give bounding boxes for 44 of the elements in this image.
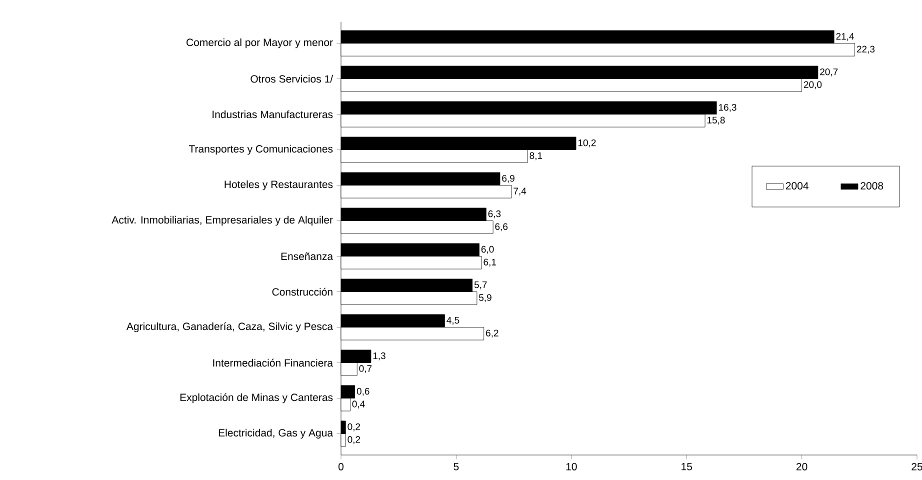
y-tick-label: Industrias Manufactureras bbox=[212, 110, 333, 118]
x-tick-label: 15 bbox=[682, 462, 692, 470]
data-label: 4,5 bbox=[446, 316, 460, 325]
y-tick-label: Enseñanza bbox=[281, 252, 334, 260]
data-label: 0,2 bbox=[348, 423, 360, 432]
data-label: 6,6 bbox=[495, 223, 508, 232]
y-tick-label: Otros Servicios 1/ bbox=[250, 74, 334, 83]
y-tick-label: Hoteles y Restaurantes bbox=[224, 180, 333, 190]
x-tick-label: 5 bbox=[454, 462, 459, 470]
data-label: 20,7 bbox=[820, 68, 838, 76]
data-label: 6,0 bbox=[481, 246, 494, 254]
data-label: 20,0 bbox=[804, 81, 822, 90]
data-label: 21,4 bbox=[836, 32, 854, 41]
data-label: 5,9 bbox=[479, 294, 492, 302]
y-tick-label: Activ. Inmobiliarias, Empresariales y de Alquiler bbox=[112, 216, 333, 226]
data-label: 1,3 bbox=[373, 352, 386, 360]
x-tick-label: 25 bbox=[912, 462, 922, 470]
legend-label: 2008 bbox=[860, 182, 884, 190]
data-label: 5,7 bbox=[474, 281, 487, 290]
data-label: 16,3 bbox=[718, 104, 736, 112]
data-label: 6,2 bbox=[486, 330, 498, 338]
data-label: 22,3 bbox=[856, 46, 875, 54]
data-label: 8,1 bbox=[530, 152, 542, 160]
data-label: 0,7 bbox=[359, 365, 372, 374]
data-label: 6,9 bbox=[502, 174, 514, 183]
y-tick-label: Intermediación Financiera bbox=[213, 358, 334, 367]
data-label: 6,3 bbox=[488, 210, 501, 218]
data-label: 0,6 bbox=[356, 388, 370, 396]
data-label: 6,1 bbox=[484, 258, 496, 267]
y-tick-label: Comercio al por Mayor y menor bbox=[186, 38, 333, 48]
y-tick-label: Transportes y Comunicaciones bbox=[188, 144, 333, 155]
y-tick-label: Agricultura, Ganadería, Caza, Silvic y Pesca bbox=[126, 322, 334, 332]
data-label: 0,4 bbox=[352, 400, 365, 409]
x-tick-label: 0 bbox=[338, 462, 344, 470]
data-label: 10,2 bbox=[578, 139, 596, 148]
y-tick-label: Electricidad, Gas y Agua bbox=[218, 428, 334, 439]
data-label: 0,2 bbox=[348, 436, 360, 444]
data-label: 15,8 bbox=[707, 116, 725, 125]
x-tick-label: 20 bbox=[796, 462, 808, 470]
data-label: 7,4 bbox=[514, 188, 526, 196]
legend-label: 2004 bbox=[786, 182, 808, 190]
x-tick-label: 10 bbox=[566, 462, 577, 470]
y-tick-label: Construcción bbox=[272, 288, 332, 296]
y-tick-label: Explotación de Minas y Canteras bbox=[180, 393, 333, 404]
